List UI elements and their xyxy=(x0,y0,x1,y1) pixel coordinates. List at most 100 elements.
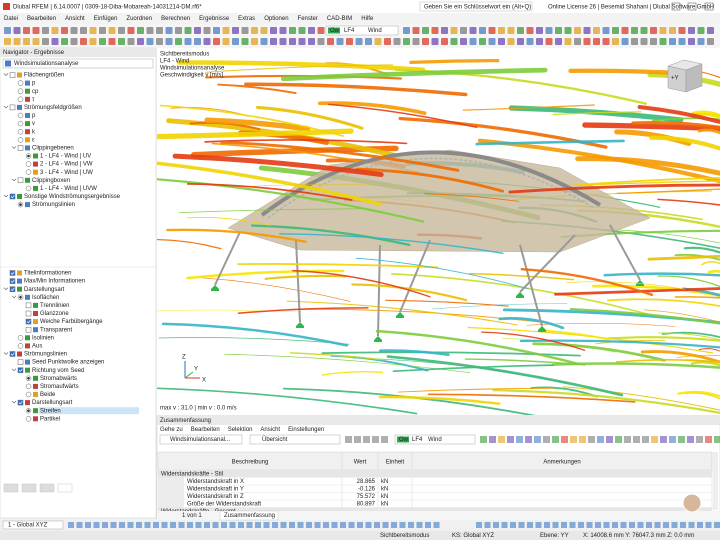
toolbar-button[interactable] xyxy=(488,38,496,45)
tree-label[interactable]: 1 - LF4 - Wind | UV xyxy=(40,154,91,160)
toolbar-button[interactable] xyxy=(707,38,714,45)
toolbar-button[interactable] xyxy=(70,38,78,45)
toolbar-button[interactable] xyxy=(23,27,30,34)
toolbar-button[interactable] xyxy=(460,27,467,34)
tree-label[interactable]: Strömungsfeldgrößen xyxy=(24,105,82,111)
tree-label[interactable]: Flächengrößen xyxy=(24,73,64,79)
toolbar-button[interactable] xyxy=(650,27,657,34)
summary-tool[interactable] xyxy=(624,436,631,443)
summary-menu-item[interactable]: Gehe zu xyxy=(160,427,183,433)
status-tool[interactable] xyxy=(688,522,695,528)
toolbar-button[interactable] xyxy=(251,27,258,34)
toolbar-button[interactable] xyxy=(564,38,572,45)
toolbar-button[interactable] xyxy=(469,38,477,45)
summary-tool[interactable] xyxy=(615,436,622,443)
toolbar-button[interactable] xyxy=(99,27,106,34)
summary-tool[interactable] xyxy=(588,436,595,443)
toolbar-button[interactable] xyxy=(441,38,448,45)
toolbar-button[interactable] xyxy=(403,38,410,45)
toolbar-button[interactable] xyxy=(697,38,705,45)
status-tool[interactable] xyxy=(518,522,525,528)
status-tool[interactable] xyxy=(127,522,134,528)
toolbar-button[interactable] xyxy=(137,38,144,45)
toolbar-button[interactable] xyxy=(593,27,600,34)
status-tool[interactable] xyxy=(280,522,287,528)
toolbar-button[interactable] xyxy=(640,38,648,45)
assistant-avatar[interactable] xyxy=(682,493,702,513)
tree-label[interactable]: 2 - LF4 - Wind | VW xyxy=(40,162,93,168)
status-tool[interactable] xyxy=(357,522,363,528)
toolbar-button[interactable] xyxy=(165,27,173,34)
view-cube-side[interactable] xyxy=(685,63,703,93)
toolbar-button[interactable] xyxy=(365,38,372,45)
status-tool[interactable] xyxy=(136,522,142,528)
summary-tool[interactable] xyxy=(363,436,370,443)
status-tool[interactable] xyxy=(680,522,686,528)
toolbar-button[interactable] xyxy=(602,38,610,45)
toolbar-button[interactable] xyxy=(203,27,211,34)
checkbox[interactable] xyxy=(17,145,24,151)
summary-tool[interactable] xyxy=(570,436,577,443)
toolbar-button[interactable] xyxy=(289,27,296,34)
navigator-tab[interactable] xyxy=(21,483,37,493)
status-tool[interactable] xyxy=(501,522,508,528)
toolbar-button[interactable] xyxy=(536,38,543,45)
status-tool[interactable] xyxy=(629,522,635,528)
toolbar-button[interactable] xyxy=(374,38,382,45)
radio-button[interactable] xyxy=(17,80,24,86)
window-min[interactable] xyxy=(671,2,681,11)
toolbar-button[interactable] xyxy=(13,27,21,34)
summary-menu-item[interactable]: Selektion xyxy=(228,427,253,433)
status-tool[interactable] xyxy=(229,522,236,528)
tree-label[interactable]: k xyxy=(32,129,36,135)
toolbar-button[interactable] xyxy=(422,27,429,34)
toolbar-button[interactable] xyxy=(650,38,657,45)
summary-tool[interactable] xyxy=(516,436,523,443)
tree-label[interactable]: v xyxy=(32,121,35,127)
status-tool[interactable] xyxy=(484,522,491,528)
tree-expander[interactable] xyxy=(3,287,9,291)
toolbar-button[interactable] xyxy=(479,38,486,45)
toolbar-button[interactable] xyxy=(4,27,11,34)
navigator-tab[interactable] xyxy=(3,483,19,493)
summary-tool[interactable] xyxy=(480,436,487,443)
toolbar-button[interactable] xyxy=(574,27,581,34)
tree-label[interactable]: Max/Min Informationen xyxy=(24,279,85,285)
status-tool[interactable] xyxy=(348,522,355,528)
toolbar-button[interactable] xyxy=(146,38,154,45)
toolbar-button[interactable] xyxy=(80,27,87,34)
status-tool[interactable] xyxy=(323,522,329,528)
toolbar-button[interactable] xyxy=(412,38,420,45)
summary-menu-item[interactable]: Ansicht xyxy=(260,427,280,433)
toolbar-button[interactable] xyxy=(688,38,695,45)
tree-label[interactable]: p xyxy=(32,113,36,119)
tree-label[interactable]: Titelinformationen xyxy=(24,271,71,277)
toolbar-button[interactable] xyxy=(232,27,239,34)
summary-tool[interactable] xyxy=(651,436,658,443)
status-tool[interactable] xyxy=(697,522,703,528)
menu-item[interactable]: Fenster xyxy=(298,16,318,22)
status-tool[interactable] xyxy=(493,522,499,528)
toolbar-button[interactable] xyxy=(317,38,325,45)
status-tool[interactable] xyxy=(340,522,346,528)
toolbar-button[interactable] xyxy=(270,38,277,45)
toolbar-button[interactable] xyxy=(279,27,287,34)
toolbar-button[interactable] xyxy=(460,38,467,45)
toolbar-button[interactable] xyxy=(669,38,676,45)
toolbar-button[interactable] xyxy=(574,38,581,45)
status-tool[interactable] xyxy=(620,522,627,528)
toolbar-button[interactable] xyxy=(156,27,163,34)
toolbar-button[interactable] xyxy=(631,38,638,45)
toolbar-button[interactable] xyxy=(42,38,49,45)
toolbar-button[interactable] xyxy=(194,27,201,34)
summary-tool[interactable] xyxy=(606,436,613,443)
radio-button[interactable] xyxy=(17,96,24,103)
tree-label[interactable]: Partikel xyxy=(40,416,60,422)
tree-label[interactable]: Strömungslinien xyxy=(32,202,75,208)
toolbar-button[interactable] xyxy=(175,27,182,34)
summary-tool[interactable] xyxy=(678,436,685,443)
toolbar-button[interactable] xyxy=(89,27,97,34)
toolbar-button[interactable] xyxy=(298,38,306,45)
menu-item[interactable]: Ergebnisse xyxy=(199,16,230,22)
tree-label[interactable]: Stromabwärts xyxy=(40,376,77,382)
